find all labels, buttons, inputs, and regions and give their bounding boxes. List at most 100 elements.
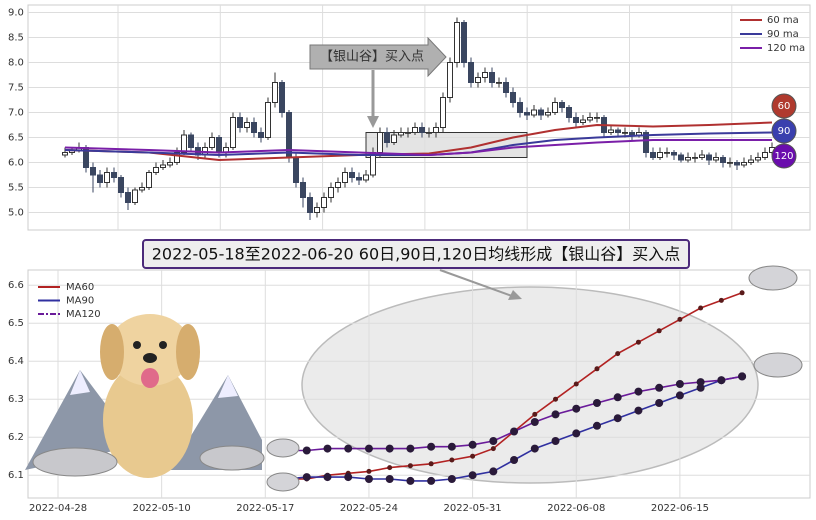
ma-point	[406, 444, 415, 453]
candle-body	[363, 174, 369, 181]
y-tick-label: 9.0	[8, 8, 24, 19]
y-tick-label: 6.1	[8, 470, 24, 481]
x-tick-label: 2022-05-24	[340, 503, 398, 514]
dog-body	[103, 362, 193, 478]
candle-body	[692, 157, 698, 159]
candle-body	[566, 107, 572, 118]
candle-body	[699, 154, 705, 158]
candle-body	[657, 152, 663, 158]
candle-body	[734, 162, 740, 166]
ma-point	[489, 467, 498, 476]
chart-title: 2022-05-18至2022-06-20 60日,90日,120日均线形成【银…	[152, 245, 681, 264]
title-box	[142, 239, 690, 269]
candle-body	[496, 82, 502, 84]
legend-label: 90 ma	[767, 29, 799, 40]
candle-body	[580, 119, 586, 123]
candle-body	[468, 62, 474, 83]
candle-body	[314, 207, 320, 213]
candle-body	[139, 187, 145, 191]
snow	[218, 375, 238, 398]
y-tick-label: 6.5	[8, 133, 24, 144]
dog-ear	[176, 324, 200, 380]
ma-point	[572, 429, 581, 438]
candle-body	[230, 117, 236, 148]
candle-body	[608, 129, 614, 133]
ma-line	[64, 121, 773, 162]
candle-body	[755, 157, 761, 161]
x-tick-label: 2022-04-28	[29, 503, 87, 514]
ma-point	[364, 444, 373, 453]
candle-body	[489, 72, 495, 83]
ma-point	[718, 297, 724, 303]
candle-body	[643, 132, 649, 153]
candle-body	[615, 129, 621, 133]
ma-point	[510, 456, 519, 464]
candle-body	[90, 167, 96, 176]
candle-body	[552, 102, 558, 113]
ma-point	[551, 437, 560, 445]
candle-body	[622, 132, 628, 134]
candle-body	[265, 102, 271, 138]
y-tick-label: 7.5	[8, 83, 24, 94]
ma-point	[470, 453, 476, 459]
x-tick-label: 2022-05-17	[236, 503, 294, 514]
decoration	[25, 265, 803, 492]
candle-body	[440, 97, 446, 128]
legend-label: 60 ma	[767, 15, 799, 26]
ma-point	[592, 399, 601, 407]
ma-line	[64, 139, 772, 157]
ma-point	[738, 372, 747, 381]
candle-body	[475, 77, 481, 83]
candle-body	[111, 172, 117, 178]
ma-point	[530, 444, 539, 453]
badge-label: 120	[774, 151, 793, 162]
candle-body	[335, 182, 341, 188]
snow	[70, 370, 90, 395]
ma-point	[364, 475, 373, 483]
candle-body	[237, 117, 243, 128]
candle-body	[573, 117, 579, 123]
candle-body	[209, 137, 215, 148]
ma-point	[613, 393, 622, 402]
ma-point	[635, 339, 641, 345]
y-tick-label: 6.4	[8, 356, 24, 367]
ma-point	[551, 410, 560, 419]
legend-label: MA90	[66, 296, 94, 307]
bottom-panel: 6.1 6.2 6.3 6.4 6.5 6.6 2022-04-28 2022-05-10 20…	[8, 270, 810, 514]
candle-body	[727, 162, 733, 164]
candle-body	[377, 132, 383, 153]
ingot	[748, 265, 798, 291]
candle-body	[545, 112, 551, 116]
ma-point	[675, 380, 684, 388]
candle-body	[482, 72, 488, 78]
ingot	[266, 438, 300, 458]
ma-point	[594, 366, 600, 372]
title-pointer	[439, 269, 513, 297]
candle-body	[671, 152, 677, 156]
candle-body	[216, 137, 222, 153]
ma-point	[468, 471, 477, 480]
ingot	[199, 445, 265, 471]
candle-body	[391, 134, 397, 143]
ma-point	[573, 381, 579, 387]
ingot	[32, 447, 118, 477]
ma-point	[696, 383, 705, 392]
candle-body	[412, 127, 418, 133]
ma-point	[530, 418, 539, 426]
candle-body	[181, 134, 187, 153]
candle-body	[349, 172, 355, 178]
ma-point	[655, 383, 664, 392]
y-tick-label: 5.0	[8, 208, 24, 219]
candle-body	[664, 152, 670, 154]
ma-point	[323, 473, 332, 482]
candle-body	[398, 132, 404, 136]
annotation-pointer-head	[367, 116, 379, 128]
y-tick-label: 8.5	[8, 33, 24, 44]
candle-body	[447, 62, 453, 98]
dog-head	[108, 314, 192, 386]
candle-body	[538, 109, 544, 116]
ma-point	[427, 442, 436, 451]
candle-body	[685, 157, 691, 161]
badge-label: 90	[778, 126, 791, 137]
